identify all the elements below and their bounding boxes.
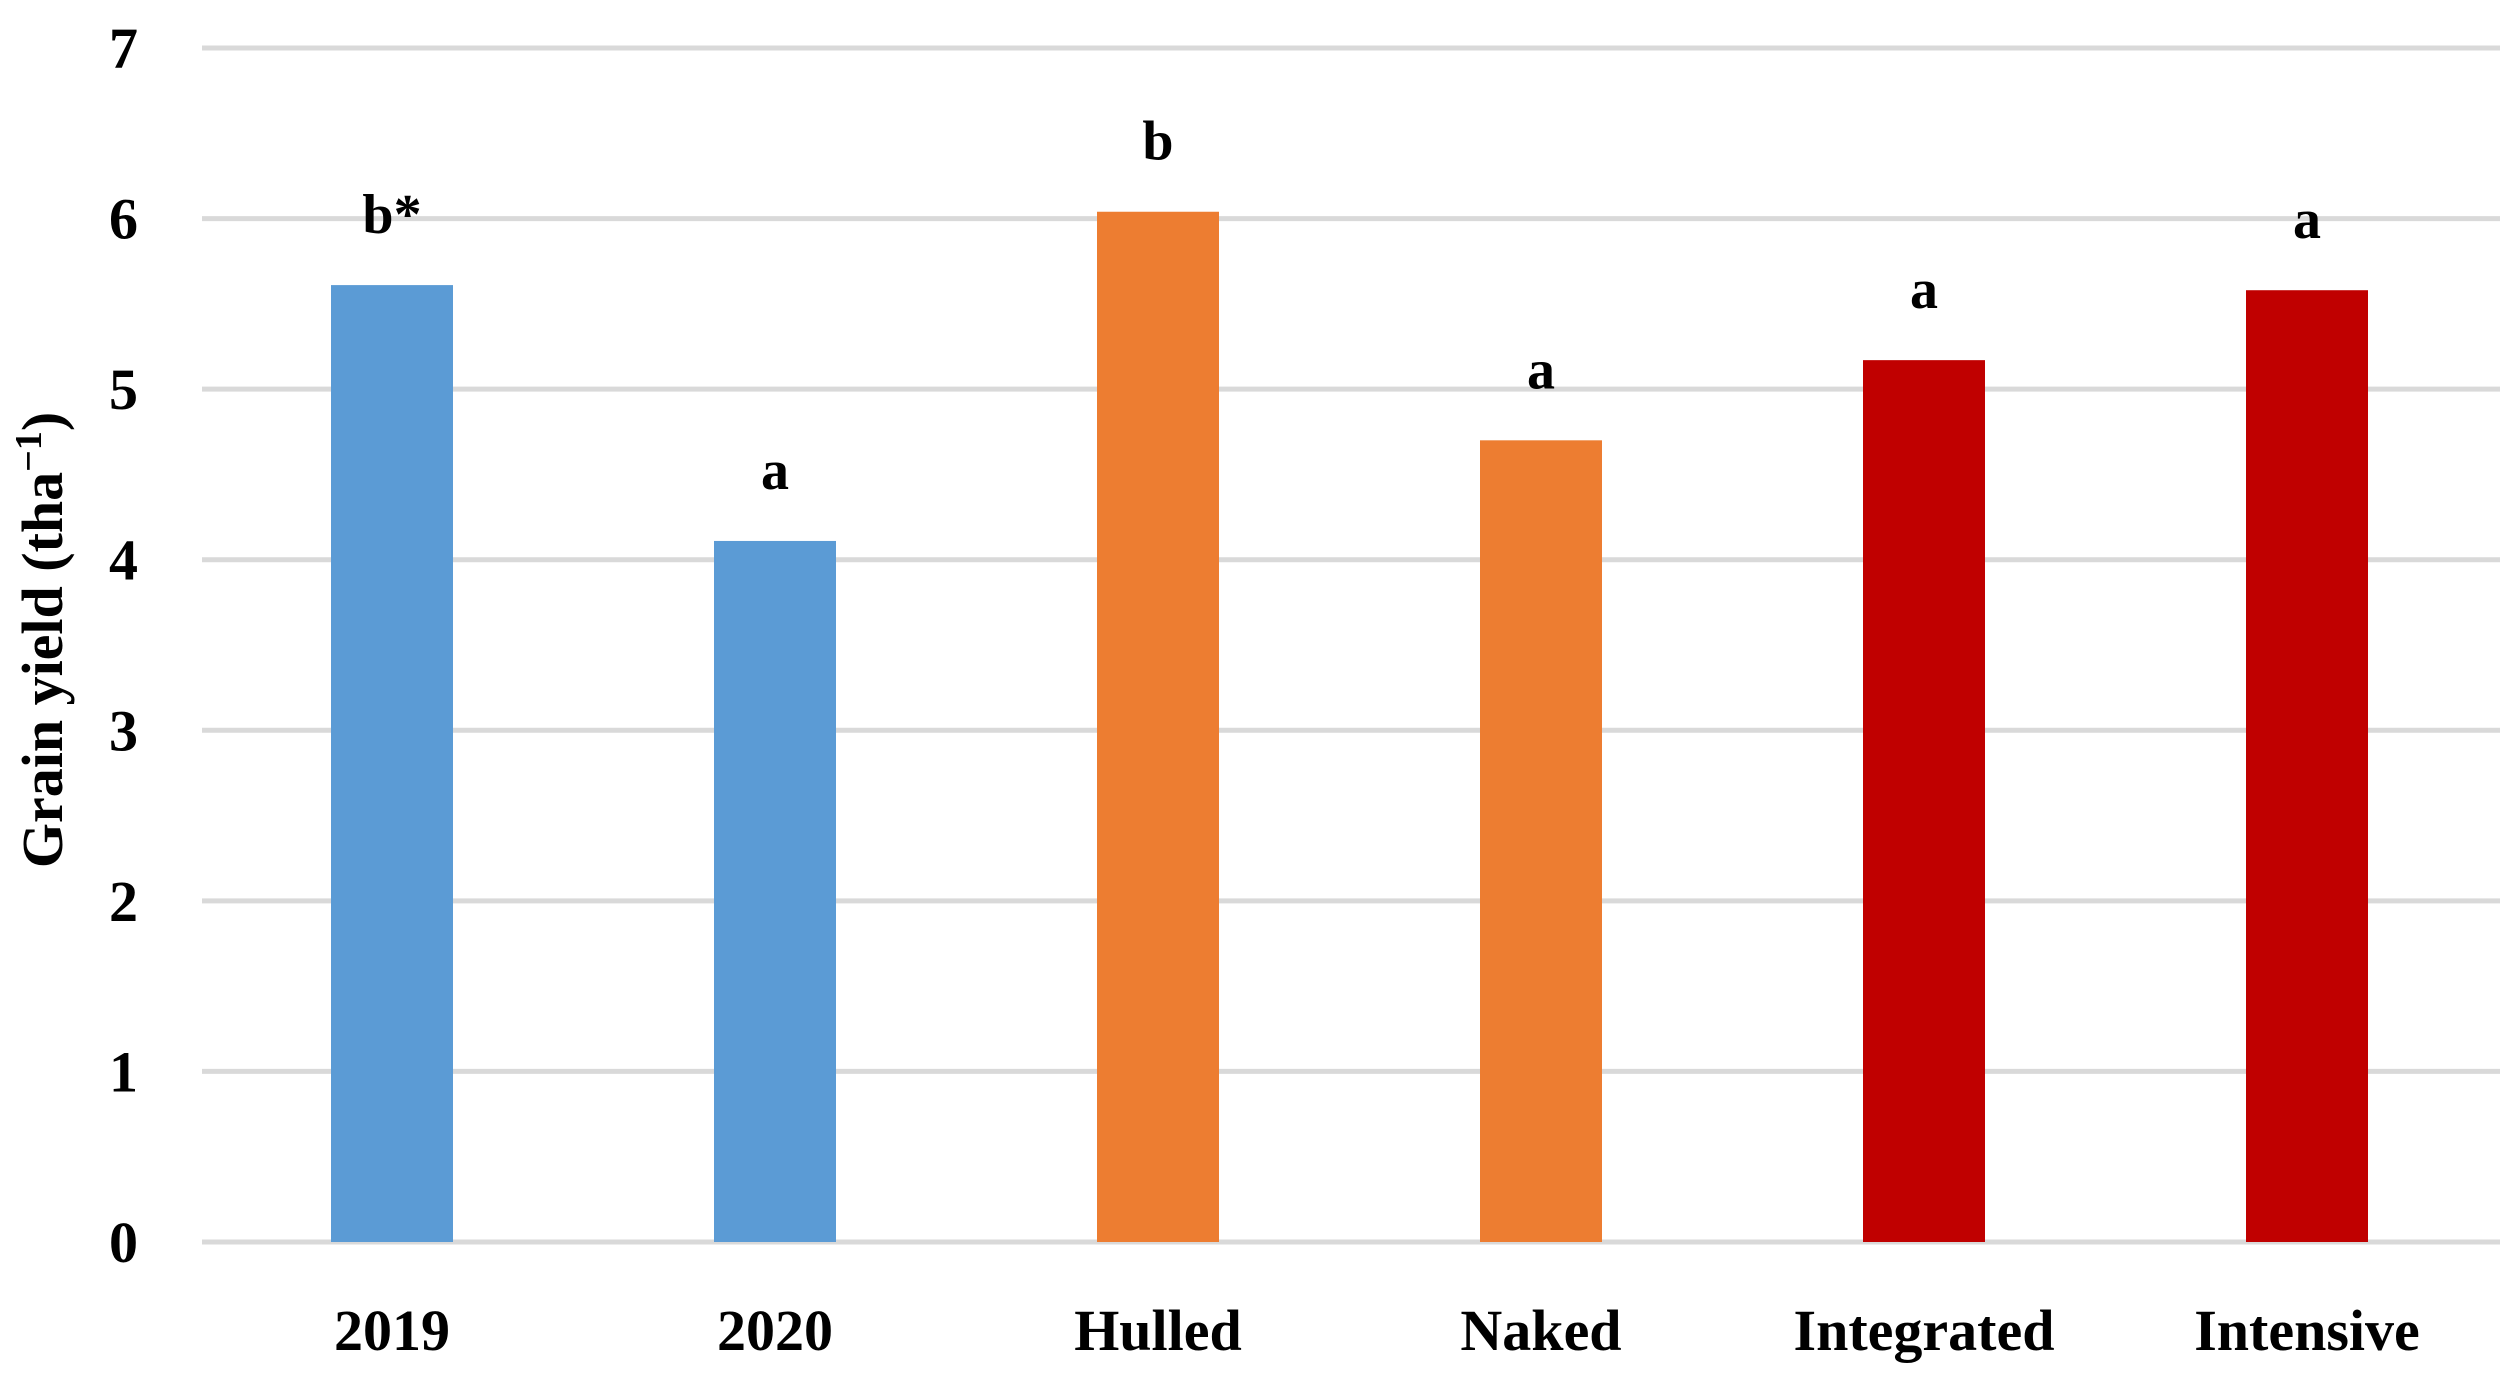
y-tick-label-4: 4	[109, 528, 138, 593]
bar-integrated	[1863, 360, 1985, 1242]
y-axis-title-end: )	[10, 412, 75, 431]
data-label-naked: a	[1527, 339, 1555, 401]
bar-naked	[1480, 440, 1602, 1242]
y-axis-title-superscript: −1	[8, 431, 50, 472]
category-label-hulled: Hulled	[1074, 1298, 1242, 1363]
data-label-2019: b*	[362, 184, 421, 246]
y-tick-label-6: 6	[109, 187, 138, 252]
category-label-naked: Naked	[1460, 1298, 1621, 1363]
category-label-integrated: Integrated	[1794, 1298, 2055, 1363]
gridlines	[202, 45, 2500, 1245]
y-axis-title: Grain yield (tha−1)	[8, 412, 75, 868]
data-label-2020: a	[761, 440, 789, 502]
y-tick-label-1: 1	[109, 1039, 138, 1104]
category-label-2019: 2019	[334, 1298, 450, 1363]
y-tick-label-7: 7	[109, 16, 138, 81]
y-axis-ticks: 0 1 2 3 4 5 6 7	[109, 16, 138, 1275]
data-label-hulled: b	[1142, 111, 1173, 173]
y-tick-label-3: 3	[109, 698, 138, 763]
bar-2020	[714, 540, 836, 1242]
category-labels: 2019 2020 Hulled Naked Integrated Intensive	[334, 1298, 2420, 1363]
category-label-2020: 2020	[717, 1298, 833, 1363]
bar-2019	[331, 285, 453, 1242]
bar-hulled	[1097, 211, 1219, 1243]
y-tick-label-2: 2	[109, 869, 138, 934]
data-label-intensive: a	[2293, 189, 2321, 251]
y-axis-title-main: Grain yield (tha	[10, 472, 75, 868]
data-label-integrated: a	[1910, 259, 1938, 321]
bar-intensive	[2246, 290, 2368, 1242]
bars	[331, 211, 2368, 1243]
y-tick-label-0: 0	[109, 1210, 138, 1275]
category-label-intensive: Intensive	[2194, 1298, 2420, 1363]
data-labels: b* a b a a a	[362, 111, 2321, 502]
y-tick-label-5: 5	[109, 357, 138, 422]
